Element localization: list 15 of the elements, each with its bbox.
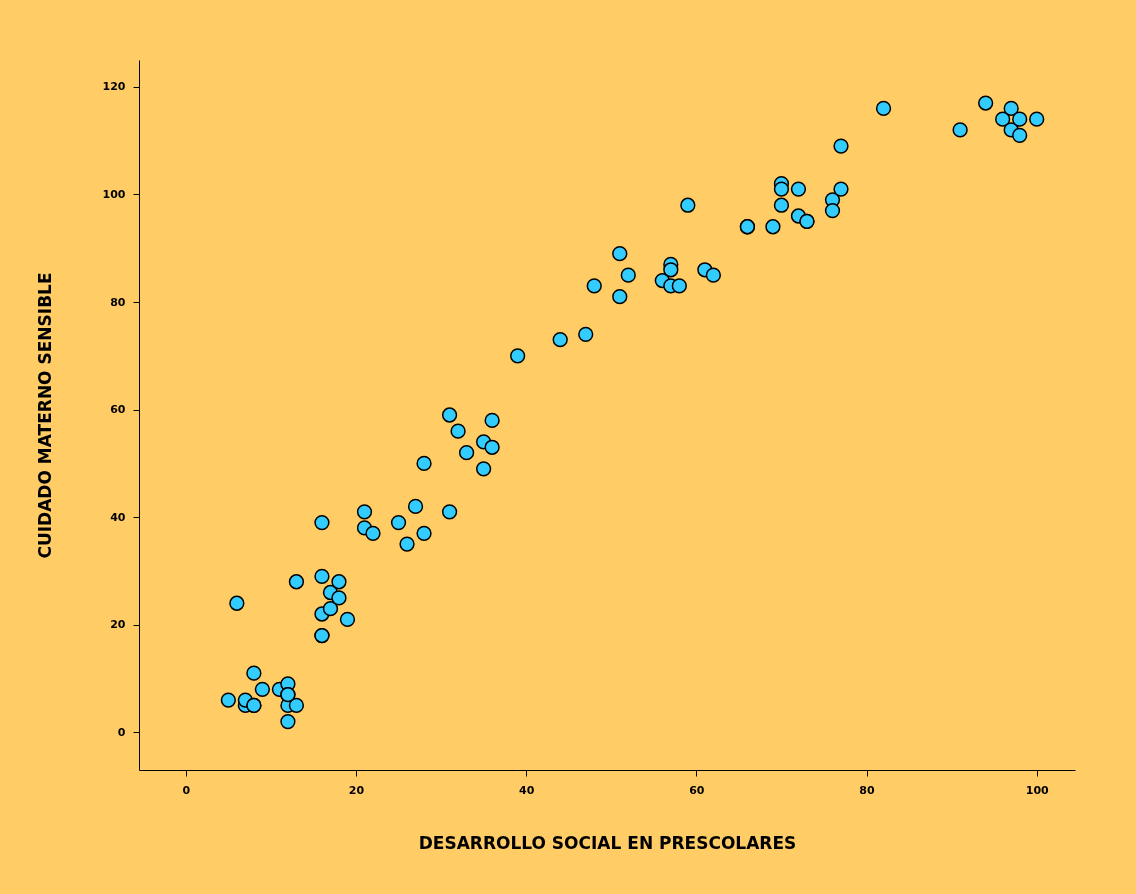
y-tick-label: 0 bbox=[117, 725, 126, 739]
x-tick-label: 20 bbox=[348, 783, 365, 797]
x-tick-label: 80 bbox=[859, 783, 876, 797]
x-tick-label: 60 bbox=[689, 783, 705, 797]
y-tick-label: 80 bbox=[110, 295, 126, 309]
x-tick-label: 40 bbox=[519, 783, 535, 797]
x-axis-title: DESARROLLO SOCIAL EN PRESCOLARES bbox=[418, 832, 797, 853]
y-axis-title: CUIDADO MATERNO SENSIBLE bbox=[34, 272, 55, 559]
x-tick-label: 100 bbox=[1025, 783, 1050, 797]
x-tick-label: 0 bbox=[182, 783, 191, 797]
y-tick-label: 100 bbox=[102, 187, 126, 201]
y-tick-label: 60 bbox=[110, 403, 126, 417]
y-tick-label: 120 bbox=[102, 80, 126, 94]
y-tick-label: 20 bbox=[110, 618, 126, 632]
y-tick-label: 40 bbox=[110, 510, 126, 524]
